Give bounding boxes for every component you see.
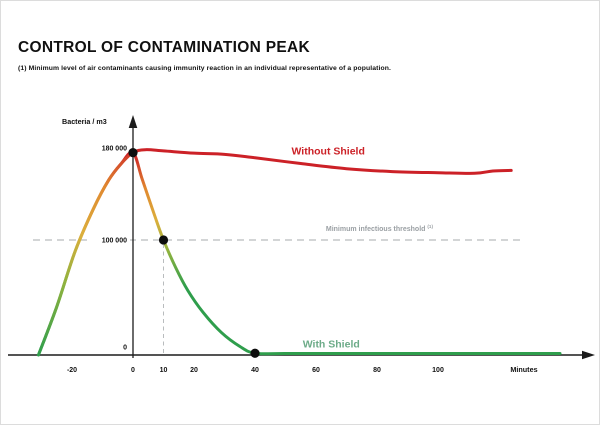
y-axis-arrow-icon (128, 115, 138, 128)
series-line-with-shield (36, 150, 562, 357)
series-label-without-shield: Without Shield (291, 145, 364, 157)
y-tick-label: 100 000 (102, 238, 127, 245)
page-title: CONTROL OF CONTAMINATION PEAK (18, 39, 310, 56)
x-tick-label: 100 (432, 367, 444, 374)
x-tick-label: 20 (190, 367, 198, 374)
x-axis-arrow-icon (582, 350, 595, 360)
y-tick-label-mask (87, 233, 130, 247)
marker-dot (158, 235, 169, 245)
marker-dot (128, 148, 138, 158)
threshold-label: Minimum infectious threshold (1) (326, 224, 434, 233)
series-label-with-shield: With Shield (303, 339, 360, 351)
y-tick-label: 0 (123, 345, 127, 352)
y-tick-label: 180 000 (102, 146, 127, 153)
y-axis-label: Bacteria / m3 (62, 117, 107, 126)
x-axis-label: Minutes (510, 365, 537, 374)
series-line-without-shield (36, 148, 513, 357)
x-tick-label: 80 (373, 367, 381, 374)
page-subtitle: (1) Minimum level of air contaminants ca… (18, 65, 392, 72)
x-tick-label: 60 (312, 367, 320, 374)
x-tick-label: 0 (131, 367, 135, 374)
x-tick-label: 10 (160, 367, 168, 374)
marker-dot (250, 348, 260, 358)
x-tick-label: -20 (67, 367, 77, 374)
x-tick-label: 40 (251, 367, 259, 374)
